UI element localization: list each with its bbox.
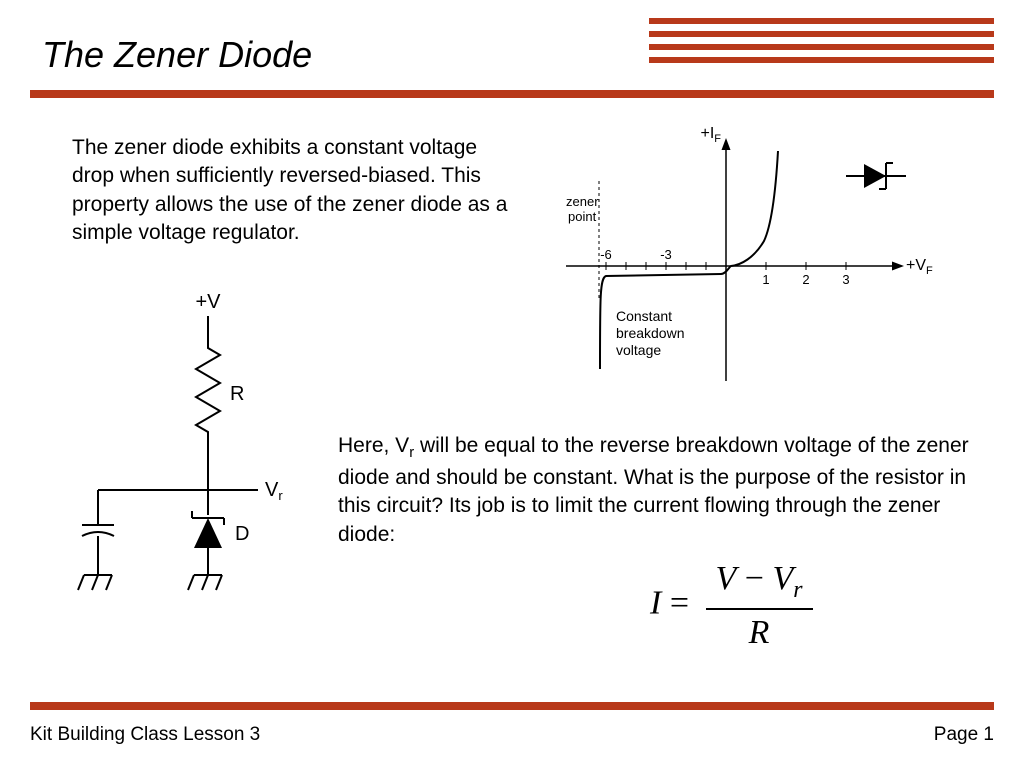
- svg-text:+VF: +VF: [906, 257, 933, 277]
- title-underline: [30, 90, 994, 98]
- header-bar: [649, 18, 994, 24]
- page-title: The Zener Diode: [42, 34, 312, 76]
- header-bar: [649, 57, 994, 63]
- current-equation: I = V − Vr R: [650, 560, 813, 652]
- svg-text:3: 3: [842, 272, 849, 287]
- p2-text-b: will be equal to the reverse breakdown v…: [338, 434, 969, 546]
- footer-bar: [30, 702, 994, 710]
- intro-paragraph: The zener diode exhibits a constant volt…: [72, 134, 512, 247]
- svg-text:Vr: Vr: [265, 479, 283, 503]
- header-bar: [649, 44, 994, 50]
- svg-text:-6: -6: [600, 247, 612, 262]
- p2-text-a: Here, V: [338, 434, 409, 457]
- circuit-diagram: +V R Vr D: [60, 290, 340, 630]
- svg-text:R: R: [230, 383, 244, 405]
- eq-num-a: V: [716, 560, 737, 597]
- iv-curve-diagram: +IF +VF -6 -3 1 2 3 zener point Constant…: [546, 126, 996, 406]
- footer-right: Page 1: [934, 724, 994, 746]
- eq-num-minus: −: [736, 560, 772, 597]
- svg-text:D: D: [235, 523, 249, 545]
- svg-text:+IF: +IF: [700, 126, 721, 145]
- eq-num-sub: r: [793, 577, 802, 603]
- svg-text:voltage: voltage: [616, 342, 661, 358]
- eq-den: R: [706, 610, 813, 652]
- svg-text:2: 2: [802, 272, 809, 287]
- footer-left: Kit Building Class Lesson 3: [30, 724, 260, 746]
- eq-num-b: V: [772, 560, 793, 597]
- svg-text:Constant: Constant: [616, 308, 672, 324]
- svg-text:+V: +V: [195, 291, 221, 313]
- svg-text:breakdown: breakdown: [616, 325, 685, 341]
- svg-text:zener: zener: [566, 194, 599, 209]
- header-decorative-bars: [649, 18, 994, 70]
- eq-lhs: I: [650, 585, 661, 622]
- header-bar: [649, 31, 994, 37]
- svg-text:1: 1: [762, 272, 769, 287]
- svg-text:-3: -3: [660, 247, 672, 262]
- eq-equals: =: [670, 585, 698, 622]
- explanation-paragraph: Here, Vr will be equal to the reverse br…: [338, 432, 978, 549]
- svg-text:point: point: [568, 209, 597, 224]
